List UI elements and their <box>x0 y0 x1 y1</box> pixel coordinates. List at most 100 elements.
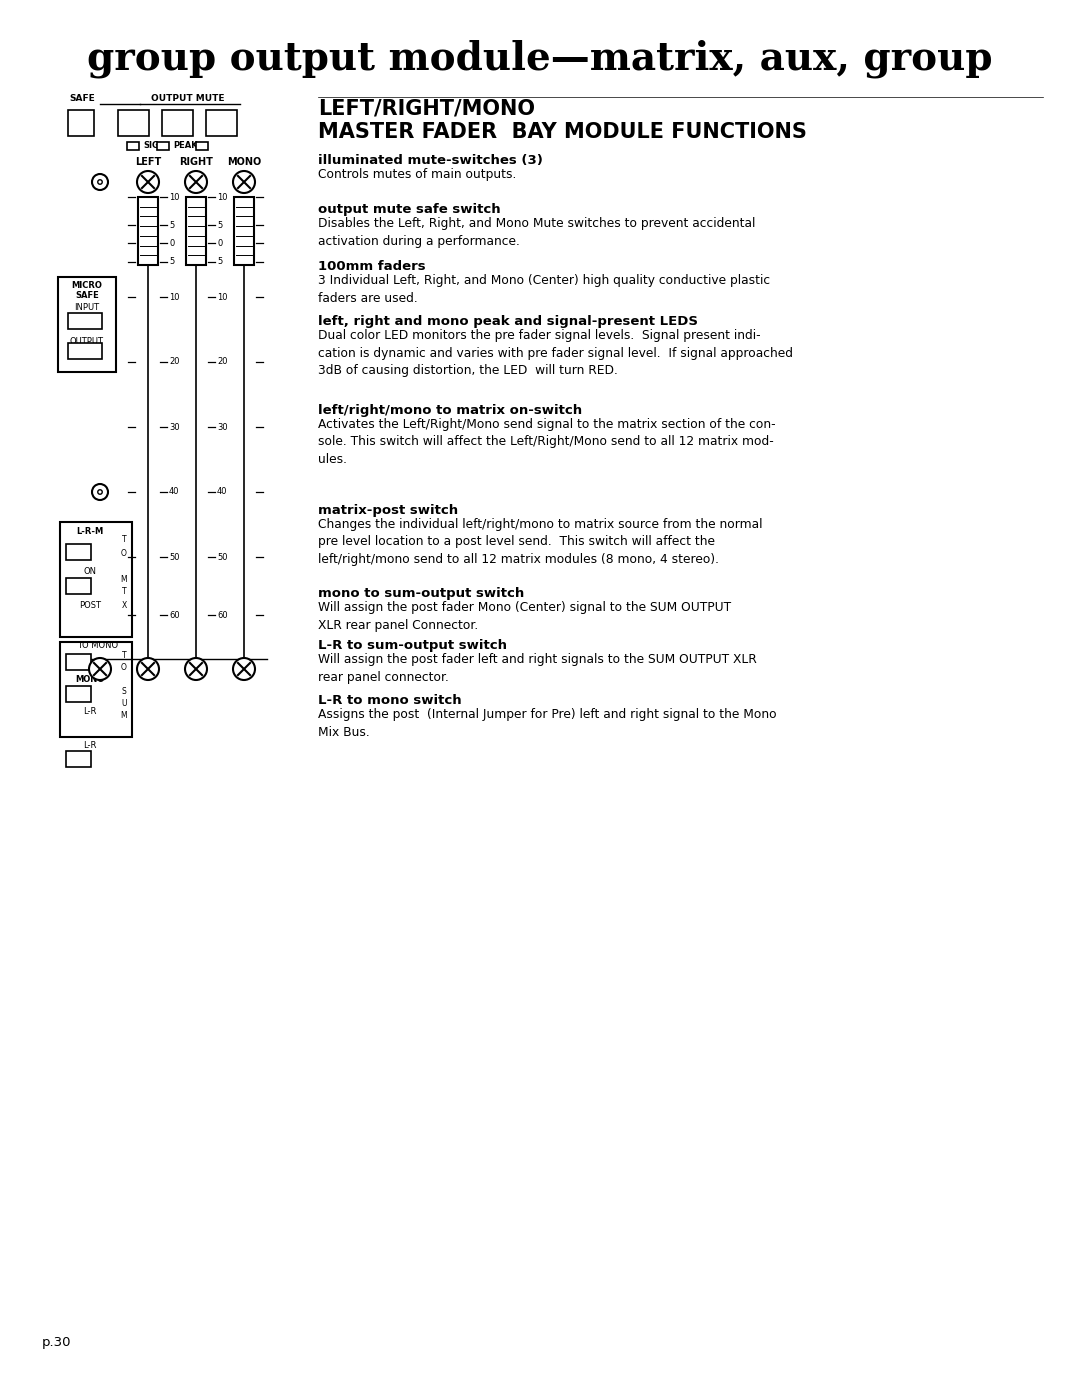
Text: illuminated mute-switches (3): illuminated mute-switches (3) <box>318 154 543 168</box>
Text: p.30: p.30 <box>42 1336 71 1350</box>
Text: MONO: MONO <box>76 676 105 685</box>
Text: RIGHT: RIGHT <box>179 156 213 168</box>
Bar <box>162 110 193 136</box>
Text: M: M <box>121 574 127 584</box>
Circle shape <box>98 490 103 495</box>
Text: L-R to sum-output switch: L-R to sum-output switch <box>318 638 507 652</box>
Text: 50: 50 <box>168 552 179 562</box>
Circle shape <box>233 658 255 680</box>
Text: INPUT: INPUT <box>75 303 99 313</box>
Text: LEFT: LEFT <box>135 156 161 168</box>
Circle shape <box>92 175 108 190</box>
Bar <box>68 344 102 359</box>
Text: O: O <box>121 549 127 557</box>
Text: Disables the Left, Right, and Mono Mute switches to prevent accidental
activatio: Disables the Left, Right, and Mono Mute … <box>318 217 755 247</box>
Text: MICRO: MICRO <box>71 282 103 291</box>
Bar <box>206 110 237 136</box>
Text: left, right and mono peak and signal-present LEDS: left, right and mono peak and signal-pre… <box>318 314 698 328</box>
Bar <box>118 110 149 136</box>
Text: L-R: L-R <box>83 740 97 750</box>
Text: S: S <box>122 687 126 697</box>
Bar <box>66 543 91 560</box>
Text: LEFT/RIGHT/MONO: LEFT/RIGHT/MONO <box>318 99 535 119</box>
Text: L-R-M: L-R-M <box>77 528 104 536</box>
Text: 20: 20 <box>217 358 228 366</box>
Text: output mute safe switch: output mute safe switch <box>318 203 501 217</box>
Text: TO MONO: TO MONO <box>78 640 119 650</box>
Text: OUTPUT MUTE: OUTPUT MUTE <box>151 94 225 103</box>
Text: 100mm faders: 100mm faders <box>318 260 426 272</box>
Text: O: O <box>121 664 127 672</box>
Text: Controls mutes of main outputs.: Controls mutes of main outputs. <box>318 168 516 182</box>
Bar <box>195 142 208 149</box>
Text: group output module—matrix, aux, group: group output module—matrix, aux, group <box>87 39 993 77</box>
Text: T: T <box>122 535 126 545</box>
Text: 20: 20 <box>168 358 179 366</box>
Text: Changes the individual left/right/mono to matrix source from the normal
pre leve: Changes the individual left/right/mono t… <box>318 518 762 566</box>
Text: 0: 0 <box>168 239 174 247</box>
Text: POST: POST <box>79 601 102 609</box>
Text: SAFE: SAFE <box>69 94 95 103</box>
Bar <box>66 654 91 671</box>
Text: 50: 50 <box>217 552 228 562</box>
Text: X: X <box>121 601 126 609</box>
Circle shape <box>98 180 103 184</box>
Text: 5: 5 <box>217 257 222 267</box>
Text: 10: 10 <box>168 193 179 201</box>
Circle shape <box>185 658 207 680</box>
Text: mono to sum-output switch: mono to sum-output switch <box>318 587 524 599</box>
Text: Assigns the post  (Internal Jumper for Pre) left and right signal to the Mono
Mi: Assigns the post (Internal Jumper for Pr… <box>318 708 777 739</box>
Text: Will assign the post fader Mono (Center) signal to the SUM OUTPUT
XLR rear panel: Will assign the post fader Mono (Center)… <box>318 601 731 631</box>
Text: 5: 5 <box>168 221 174 229</box>
Bar <box>234 197 254 265</box>
Text: 0: 0 <box>217 239 222 247</box>
Text: 60: 60 <box>217 610 228 619</box>
Circle shape <box>137 170 159 193</box>
Text: left/right/mono to matrix on-switch: left/right/mono to matrix on-switch <box>318 404 582 416</box>
Circle shape <box>233 170 255 193</box>
Text: T: T <box>122 588 126 597</box>
Bar <box>68 110 94 136</box>
Bar <box>60 643 132 738</box>
Bar <box>68 313 102 330</box>
Circle shape <box>89 658 111 680</box>
Text: PEAK: PEAK <box>173 141 198 151</box>
Bar <box>66 686 91 703</box>
Text: 40: 40 <box>217 488 228 496</box>
Text: ON: ON <box>83 567 96 577</box>
Circle shape <box>137 658 159 680</box>
Text: matrix-post switch: matrix-post switch <box>318 504 458 517</box>
Bar <box>66 578 91 594</box>
Text: U: U <box>121 700 126 708</box>
Text: 5: 5 <box>168 257 174 267</box>
Bar <box>60 522 132 637</box>
Text: 10: 10 <box>168 292 179 302</box>
Bar <box>138 197 158 265</box>
Bar <box>186 197 206 265</box>
Text: SAFE: SAFE <box>76 292 99 300</box>
Bar <box>66 752 91 767</box>
Text: OUTPUT: OUTPUT <box>70 337 104 345</box>
Text: MASTER FADER  BAY MODULE FUNCTIONS: MASTER FADER BAY MODULE FUNCTIONS <box>318 122 807 142</box>
Text: 30: 30 <box>168 422 179 432</box>
Text: T: T <box>122 651 126 661</box>
Text: Will assign the post fader left and right signals to the SUM OUTPUT XLR
rear pan: Will assign the post fader left and righ… <box>318 652 757 683</box>
Text: L-R to mono switch: L-R to mono switch <box>318 694 461 707</box>
Text: 5: 5 <box>217 221 222 229</box>
Circle shape <box>185 170 207 193</box>
Bar <box>127 142 139 149</box>
Text: Dual color LED monitors the pre fader signal levels.  Signal present indi-
catio: Dual color LED monitors the pre fader si… <box>318 330 793 377</box>
Text: 30: 30 <box>217 422 228 432</box>
Text: M: M <box>121 711 127 721</box>
Text: L-R: L-R <box>83 707 97 717</box>
Text: MONO: MONO <box>227 156 261 168</box>
Text: 10: 10 <box>217 292 228 302</box>
Bar <box>157 142 168 149</box>
Text: 10: 10 <box>217 193 228 201</box>
Bar <box>58 277 116 372</box>
Text: Activates the Left/Right/Mono send signal to the matrix section of the con-
sole: Activates the Left/Right/Mono send signa… <box>318 418 775 467</box>
Text: SIG: SIG <box>143 141 159 151</box>
Text: 3 Individual Left, Right, and Mono (Center) high quality conductive plastic
fade: 3 Individual Left, Right, and Mono (Cent… <box>318 274 770 305</box>
Circle shape <box>92 483 108 500</box>
Text: 60: 60 <box>168 610 179 619</box>
